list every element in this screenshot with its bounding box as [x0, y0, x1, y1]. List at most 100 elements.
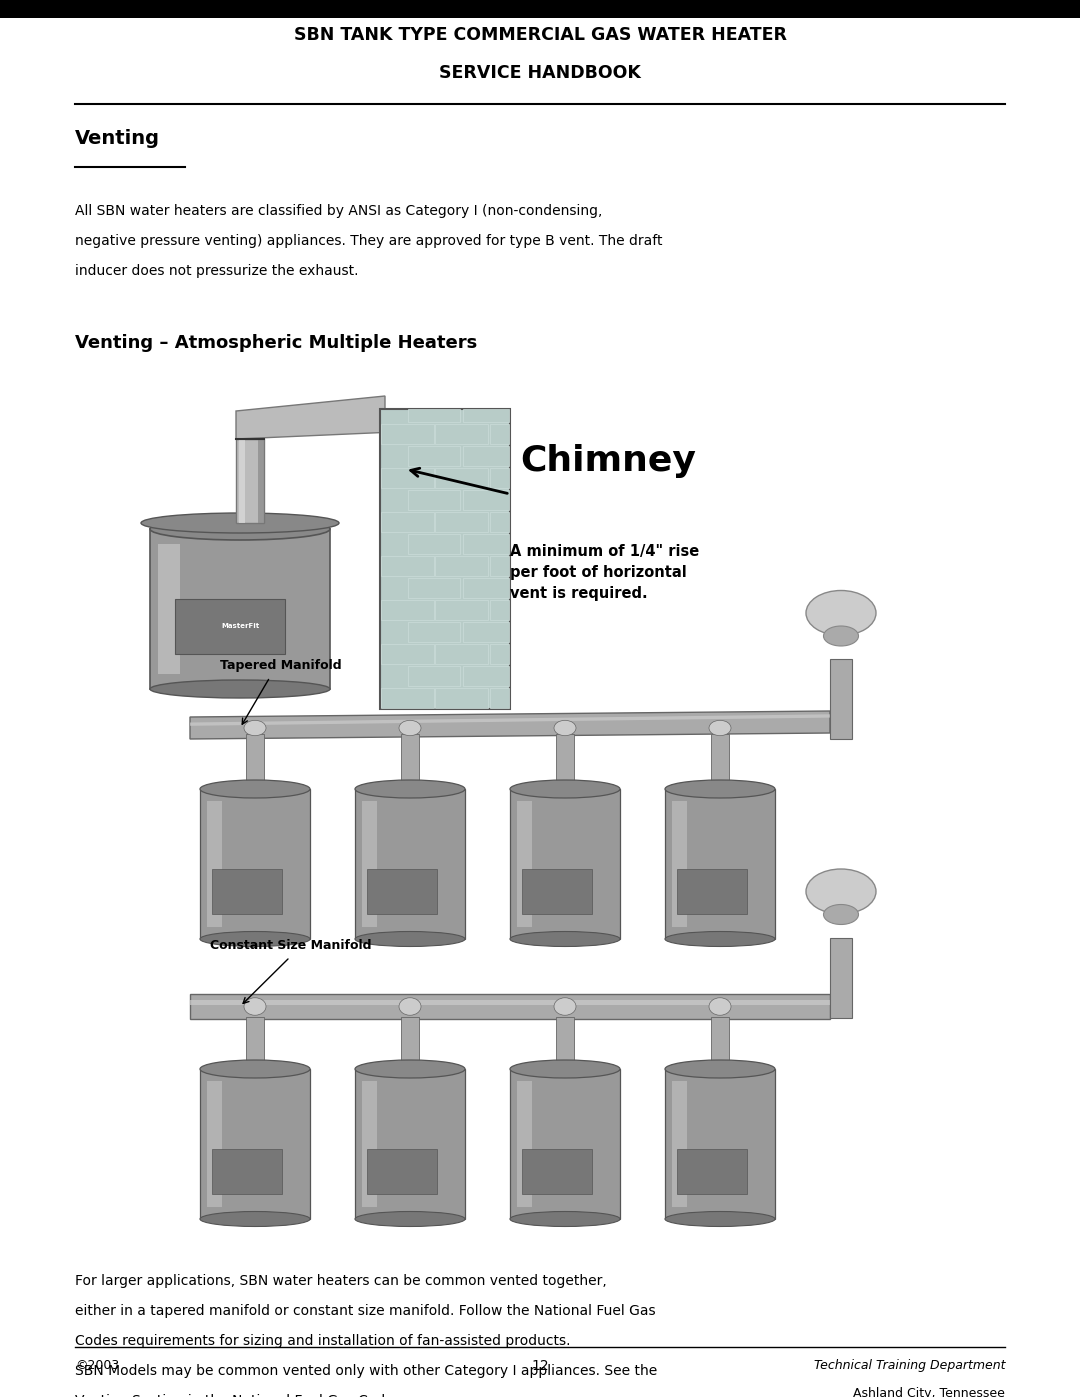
Text: Chimney: Chimney [519, 444, 696, 478]
Bar [212, 1148, 282, 1194]
Bar [490, 599, 509, 620]
Bar [711, 733, 729, 789]
Bar [380, 409, 510, 710]
Bar [407, 490, 460, 510]
Bar [711, 1017, 729, 1069]
Ellipse shape [824, 626, 859, 645]
Bar [200, 789, 310, 939]
Bar [258, 439, 264, 522]
Bar [401, 733, 419, 789]
Text: Constant Size Manifold: Constant Size Manifold [210, 939, 372, 951]
Ellipse shape [510, 780, 620, 798]
Ellipse shape [510, 1060, 620, 1078]
Bar [367, 869, 437, 914]
Bar [831, 659, 852, 739]
Ellipse shape [244, 997, 266, 1016]
Polygon shape [190, 714, 831, 726]
Ellipse shape [665, 780, 775, 798]
Bar [407, 534, 460, 555]
Bar [517, 800, 532, 928]
Bar [381, 468, 433, 488]
Ellipse shape [200, 780, 310, 798]
Text: ©2003: ©2003 [75, 1359, 119, 1372]
Bar [522, 869, 592, 914]
Text: Venting – Atmospheric Multiple Heaters: Venting – Atmospheric Multiple Heaters [75, 334, 477, 352]
Bar [381, 556, 433, 576]
Bar [490, 687, 509, 708]
Bar [490, 511, 509, 532]
Bar [435, 556, 487, 576]
Bar [381, 599, 433, 620]
Text: SERVICE HANDBOOK: SERVICE HANDBOOK [440, 64, 640, 82]
Bar [237, 439, 264, 522]
Bar [367, 1148, 437, 1194]
Bar [672, 1081, 687, 1207]
Bar [407, 446, 460, 467]
Ellipse shape [824, 904, 859, 925]
Bar [246, 1017, 264, 1069]
Bar [462, 409, 509, 422]
Bar [490, 644, 509, 664]
Bar [462, 446, 509, 467]
Bar [0, 0, 1080, 18]
Text: inducer does not pressurize the exhaust.: inducer does not pressurize the exhaust. [75, 264, 359, 278]
Bar [207, 800, 222, 928]
Text: For larger applications, SBN water heaters can be common vented together,: For larger applications, SBN water heate… [75, 1274, 607, 1288]
Bar [672, 800, 687, 928]
Bar [462, 490, 509, 510]
Text: Ashland City, Tennessee: Ashland City, Tennessee [853, 1387, 1005, 1397]
Bar [665, 789, 775, 939]
Bar [435, 687, 487, 708]
Ellipse shape [806, 591, 876, 636]
Bar [407, 622, 460, 643]
Bar [407, 578, 460, 598]
Bar [239, 439, 245, 522]
Ellipse shape [665, 932, 775, 947]
Ellipse shape [554, 997, 576, 1016]
Ellipse shape [141, 513, 339, 534]
Text: A minimum of 1/4" rise
per foot of horizontal
vent is required.: A minimum of 1/4" rise per foot of horiz… [510, 543, 699, 601]
Text: All SBN water heaters are classified by ANSI as Category I (non-condensing,: All SBN water heaters are classified by … [75, 204, 603, 218]
Bar [462, 534, 509, 555]
Ellipse shape [708, 997, 731, 1016]
Bar [462, 622, 509, 643]
Polygon shape [190, 711, 831, 739]
Text: SBN Models may be common vented only with other Category I appliances. See the: SBN Models may be common vented only wit… [75, 1363, 658, 1377]
Ellipse shape [665, 1060, 775, 1078]
Ellipse shape [200, 932, 310, 947]
Bar [677, 869, 747, 914]
Ellipse shape [200, 1060, 310, 1078]
Bar [435, 599, 487, 620]
Ellipse shape [355, 1060, 465, 1078]
Ellipse shape [554, 721, 576, 736]
Ellipse shape [244, 721, 266, 736]
Ellipse shape [399, 721, 421, 736]
Bar [175, 599, 285, 654]
Bar [207, 1081, 222, 1207]
Ellipse shape [399, 997, 421, 1016]
Bar [435, 511, 487, 532]
Text: Technical Training Department: Technical Training Department [813, 1359, 1005, 1372]
Bar [381, 511, 433, 532]
Bar [362, 1081, 377, 1207]
Bar [677, 1148, 747, 1194]
Text: Venting Section in the National Fuel Gas Code.: Venting Section in the National Fuel Gas… [75, 1394, 399, 1397]
Bar [556, 733, 573, 789]
Ellipse shape [806, 869, 876, 914]
Text: 12: 12 [531, 1359, 549, 1373]
Bar [381, 425, 433, 444]
Ellipse shape [355, 932, 465, 947]
Bar [150, 529, 330, 689]
Bar [212, 869, 282, 914]
Bar [435, 425, 487, 444]
Bar [435, 644, 487, 664]
Bar [401, 1017, 419, 1069]
Bar [355, 1069, 465, 1220]
Bar [665, 1069, 775, 1220]
Text: Venting: Venting [75, 129, 160, 148]
Ellipse shape [355, 780, 465, 798]
Polygon shape [237, 395, 384, 439]
Bar [362, 800, 377, 928]
Bar [556, 1017, 573, 1069]
Bar [407, 666, 460, 686]
